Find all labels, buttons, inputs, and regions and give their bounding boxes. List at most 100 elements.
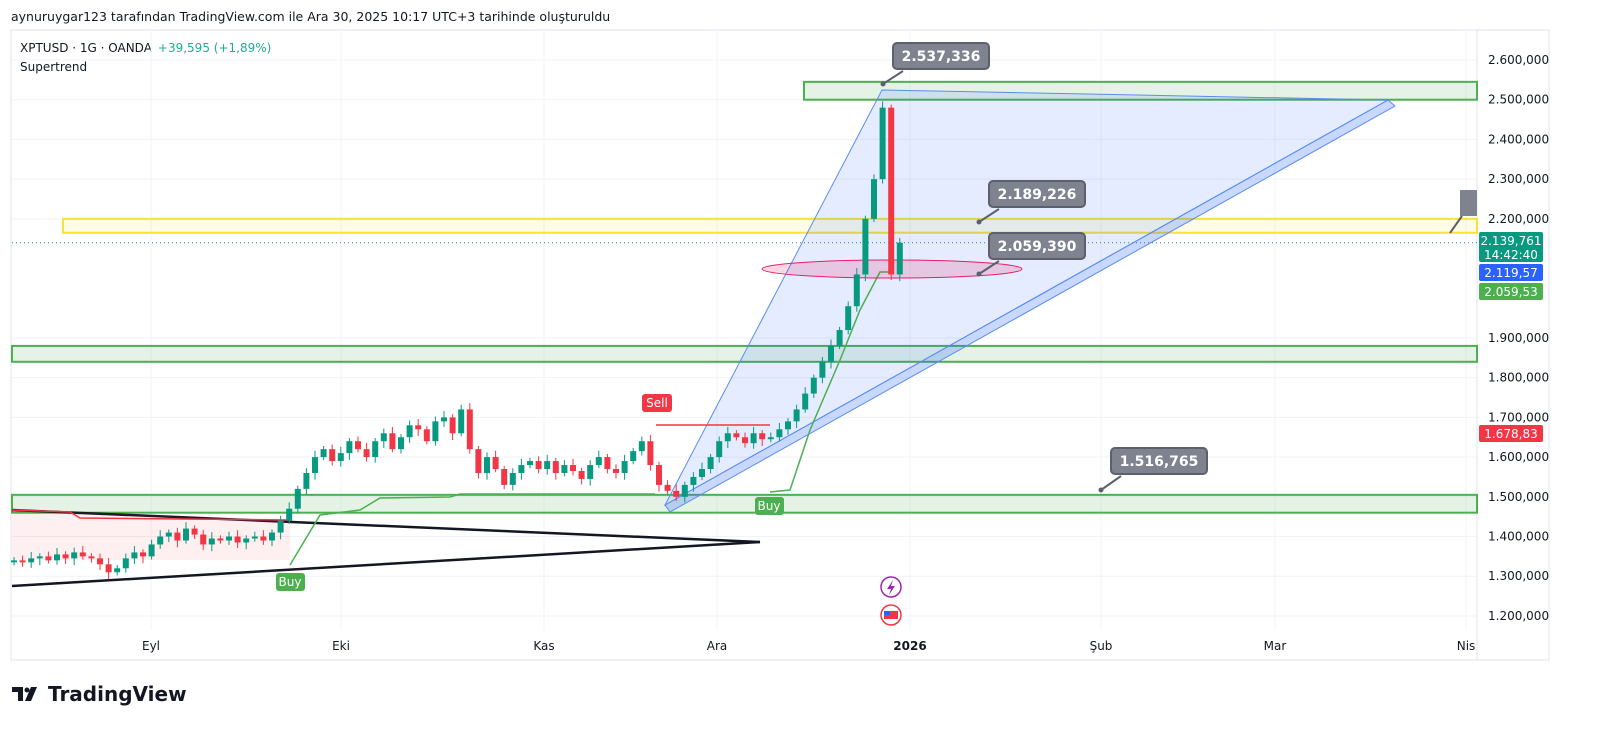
price-label-bg [1479, 283, 1543, 300]
candle-body [432, 421, 439, 442]
candle-body [449, 417, 456, 434]
supertrend-down-line [11, 509, 291, 521]
candle-body [355, 441, 361, 450]
candle-body [294, 488, 301, 509]
candle-body [544, 461, 551, 470]
candle-body [71, 552, 78, 559]
candle-body [767, 437, 774, 440]
candle-body [656, 465, 662, 485]
price-axis[interactable]: 2.600,000 2.500,000 2.400,000 2.300,000 2.20… [1488, 53, 1549, 623]
indicator-name[interactable]: Supertrend [20, 60, 88, 74]
callout-pointer [1100, 475, 1122, 491]
candle-body [251, 536, 258, 539]
sell-label: Sell [646, 396, 668, 410]
candle-body [165, 532, 172, 537]
tradingview-logo[interactable]: TradingView [12, 682, 187, 706]
time-axis[interactable]: Eyl Eki Kas Ara 2026 Şub Mar Nis [142, 639, 1475, 653]
callout-box [892, 42, 990, 70]
price-label: 2.139,761 [1480, 234, 1541, 248]
candle-body [200, 534, 207, 545]
candle-body [853, 274, 860, 307]
candle-body [372, 441, 379, 458]
candle-body [337, 453, 344, 462]
candle-body [699, 469, 705, 477]
candle-body [492, 457, 499, 470]
candle-body [690, 476, 697, 485]
candle-body [54, 554, 60, 561]
candle-body [785, 421, 791, 430]
candle-body [303, 472, 310, 489]
candle-body [724, 433, 731, 442]
candle-body [312, 457, 318, 473]
candle-body [561, 465, 568, 473]
callout-box [1110, 447, 1208, 475]
callout-text: 2.189,226 [998, 187, 1077, 203]
triangle-lower-line [11, 540, 761, 588]
candle-body [105, 564, 112, 573]
symbol-title[interactable]: XPTUSD · 1G · OANDA [20, 41, 152, 55]
x-tick-label: Ara [707, 639, 728, 653]
callout-text: 2.537,336 [902, 49, 981, 65]
y-tick-label: 2.300,000 [1488, 172, 1549, 186]
zone-rectangle [803, 80, 1478, 101]
y-tick-label: 2.500,000 [1488, 93, 1549, 107]
candle-body [423, 429, 430, 442]
us-flag-event-icon[interactable] [880, 604, 902, 626]
x-tick-label: Mar [1264, 639, 1287, 653]
candle-body [28, 558, 35, 563]
candle-body [871, 179, 877, 219]
candle-body [587, 465, 594, 479]
candle-body [398, 437, 404, 450]
candle-body [845, 306, 852, 331]
candle-body [810, 377, 817, 394]
price-label-bg [1479, 264, 1543, 281]
trend-channel[interactable] [664, 99, 1396, 513]
candle-body [243, 538, 250, 543]
price-label-bg [1479, 232, 1543, 262]
candle-body [157, 536, 164, 545]
candle-body [638, 441, 645, 452]
triangle-upper-line [11, 508, 761, 544]
x-tick-label: Eyl [142, 639, 160, 653]
candle-body [174, 532, 181, 541]
dividend-icon[interactable] [880, 576, 902, 598]
tv-logo-icon [12, 687, 37, 701]
supertrend-up-line-1 [289, 493, 655, 566]
candle-body [19, 560, 26, 563]
candle-body [415, 425, 422, 430]
candle-body [621, 461, 628, 473]
blue-triangle-drawing[interactable] [663, 89, 1390, 507]
logo-text: TradingView [48, 682, 187, 706]
candle-body [475, 449, 482, 473]
callout-pointer [978, 260, 1000, 275]
callout-text: 1.516,765 [1120, 454, 1199, 470]
y-tick-label: 1.700,000 [1488, 410, 1549, 424]
zone-rectangle [62, 217, 1478, 234]
candle-body [819, 361, 826, 378]
buy-signal-1: Buy [276, 573, 305, 591]
candle-body [62, 554, 69, 559]
price-label: 2.059,53 [1484, 285, 1537, 299]
zone-rectangle [11, 493, 1478, 514]
candle-body [79, 552, 86, 557]
candle-body [879, 107, 886, 180]
candle-body [114, 568, 121, 573]
candle-body [320, 449, 327, 458]
callout-anchor [880, 81, 886, 87]
candle-body [716, 441, 723, 458]
callout-pointer [978, 208, 1000, 223]
candle-body [527, 461, 533, 466]
x-tick-label: Şub [1090, 639, 1113, 653]
candle-body [217, 538, 224, 541]
supertrend-up-line-2 [769, 271, 893, 493]
candle-body [389, 433, 396, 450]
candle-body [122, 558, 129, 569]
candle-body [269, 532, 275, 541]
candle-body [802, 393, 809, 410]
y-tick-label: 1.400,000 [1488, 530, 1549, 544]
candle-body [234, 536, 241, 543]
candle-body [707, 457, 714, 470]
countdown-label: 14:42:40 [1484, 248, 1538, 262]
